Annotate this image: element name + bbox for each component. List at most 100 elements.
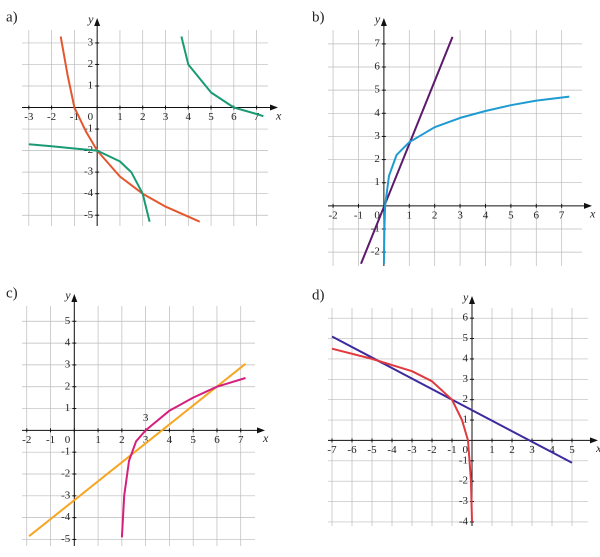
x-tick-label: -3 [24,111,34,123]
panel-title: a) [6,9,18,25]
y-tick-label: 3 [374,130,380,142]
x-axis-label: x [595,441,600,455]
y-tick-label: -5 [61,533,71,545]
y-tick-label: -4 [61,511,71,523]
x-tick-label: -3 [407,444,417,456]
x-tick-label: 2 [119,434,125,446]
y-tick-label: 1 [65,402,71,414]
x-arrow [584,202,592,209]
annotation: 3 [143,412,149,424]
x-tick-label: 5 [208,111,214,123]
x-tick-label: 1 [407,209,413,221]
x-tick-label: -1 [46,434,55,446]
x-tick-label: 1 [117,111,123,123]
x-tick-label: 5 [508,209,514,221]
y-tick-label: 4 [65,337,71,349]
y-tick-label: 7 [374,37,380,49]
x-arrow [590,437,598,444]
y-axis-label: y [87,12,94,26]
x-tick-label: -1 [354,209,363,221]
y-tick-label: -1 [459,454,468,466]
x-tick-label: -1 [447,444,456,456]
y-tick-label: 3 [65,358,71,370]
x-tick-label: 4 [549,444,555,456]
curve [120,377,246,538]
x-tick-label: 6 [214,434,220,446]
y-tick-label: -4 [459,515,469,527]
x-tick-label: 1 [489,444,495,456]
x-tick-label: 5 [190,434,196,446]
y-axis-label: y [64,288,71,302]
y-tick-label: -3 [84,166,94,178]
y-tick-label: 6 [374,61,380,73]
x-tick-label: -2 [427,444,436,456]
x-tick-label: -2 [47,111,56,123]
curve [382,95,570,264]
y-tick-label: 6 [463,312,469,324]
x-tick-label: 0 [65,434,71,446]
curve [28,36,264,222]
y-arrow [71,294,78,302]
y-axis-label: y [374,12,381,26]
x-tick-label: 6 [534,209,540,221]
panel-title: b) [312,9,325,25]
y-tick-label: 2 [88,58,94,70]
x-tick-label: 2 [432,209,438,221]
y-tick-label: -5 [84,209,94,221]
y-tick-label: -2 [459,475,468,487]
x-tick-label: 3 [457,209,463,221]
y-tick-label: 4 [374,107,380,119]
y-tick-label: 1 [374,176,380,188]
y-tick-label: 5 [65,315,71,327]
y-tick-label: 2 [65,380,71,392]
x-axis-label: x [589,207,596,221]
x-axis-label: x [275,108,282,122]
x-arrow [257,427,265,434]
x-tick-label: 0 [88,111,94,123]
x-tick-label: 7 [559,209,565,221]
y-tick-label: 1 [463,414,469,426]
y-axis-label: y [462,290,469,304]
x-tick-label: -6 [347,444,357,456]
y-tick-label: -1 [84,123,93,135]
x-tick-label: 5 [569,444,575,456]
y-tick-label: 5 [374,84,380,96]
x-tick-label: 4 [186,111,192,123]
y-tick-label: -2 [371,246,380,258]
y-tick-label: 1 [88,80,94,92]
x-tick-label: 6 [231,111,237,123]
y-tick-label: 4 [463,352,469,364]
y-tick-label: -1 [61,446,70,458]
y-tick-label: 2 [374,153,380,165]
x-tick-label: -2 [328,209,337,221]
y-tick-label: -3 [459,495,469,507]
x-tick-label: -5 [367,444,377,456]
y-arrow [94,18,101,26]
curve [331,347,473,522]
curve [28,363,247,537]
y-arrow [380,18,387,26]
y-tick-label: 3 [463,373,469,385]
panel-title: c) [6,285,18,301]
x-arrow [270,104,278,111]
panel-title: d) [312,287,325,303]
y-tick-label: 2 [463,393,469,405]
y-tick-label: 3 [88,36,94,48]
y-arrow [469,296,475,304]
x-tick-label: 0 [374,209,380,221]
x-tick-label: 1 [95,434,101,446]
x-tick-label: 2 [509,444,515,456]
x-tick-label: 2 [140,111,146,123]
x-tick-label: 4 [483,209,489,221]
x-tick-label: -1 [70,111,79,123]
x-axis-label: x [262,431,269,445]
x-tick-label: -7 [327,444,337,456]
y-tick-label: -3 [61,489,71,501]
x-tick-label: -2 [22,434,31,446]
x-tick-label: 4 [167,434,173,446]
x-tick-label: 7 [238,434,244,446]
y-tick-label: -4 [84,187,94,199]
x-tick-label: 3 [143,434,149,446]
x-tick-label: 7 [254,111,260,123]
